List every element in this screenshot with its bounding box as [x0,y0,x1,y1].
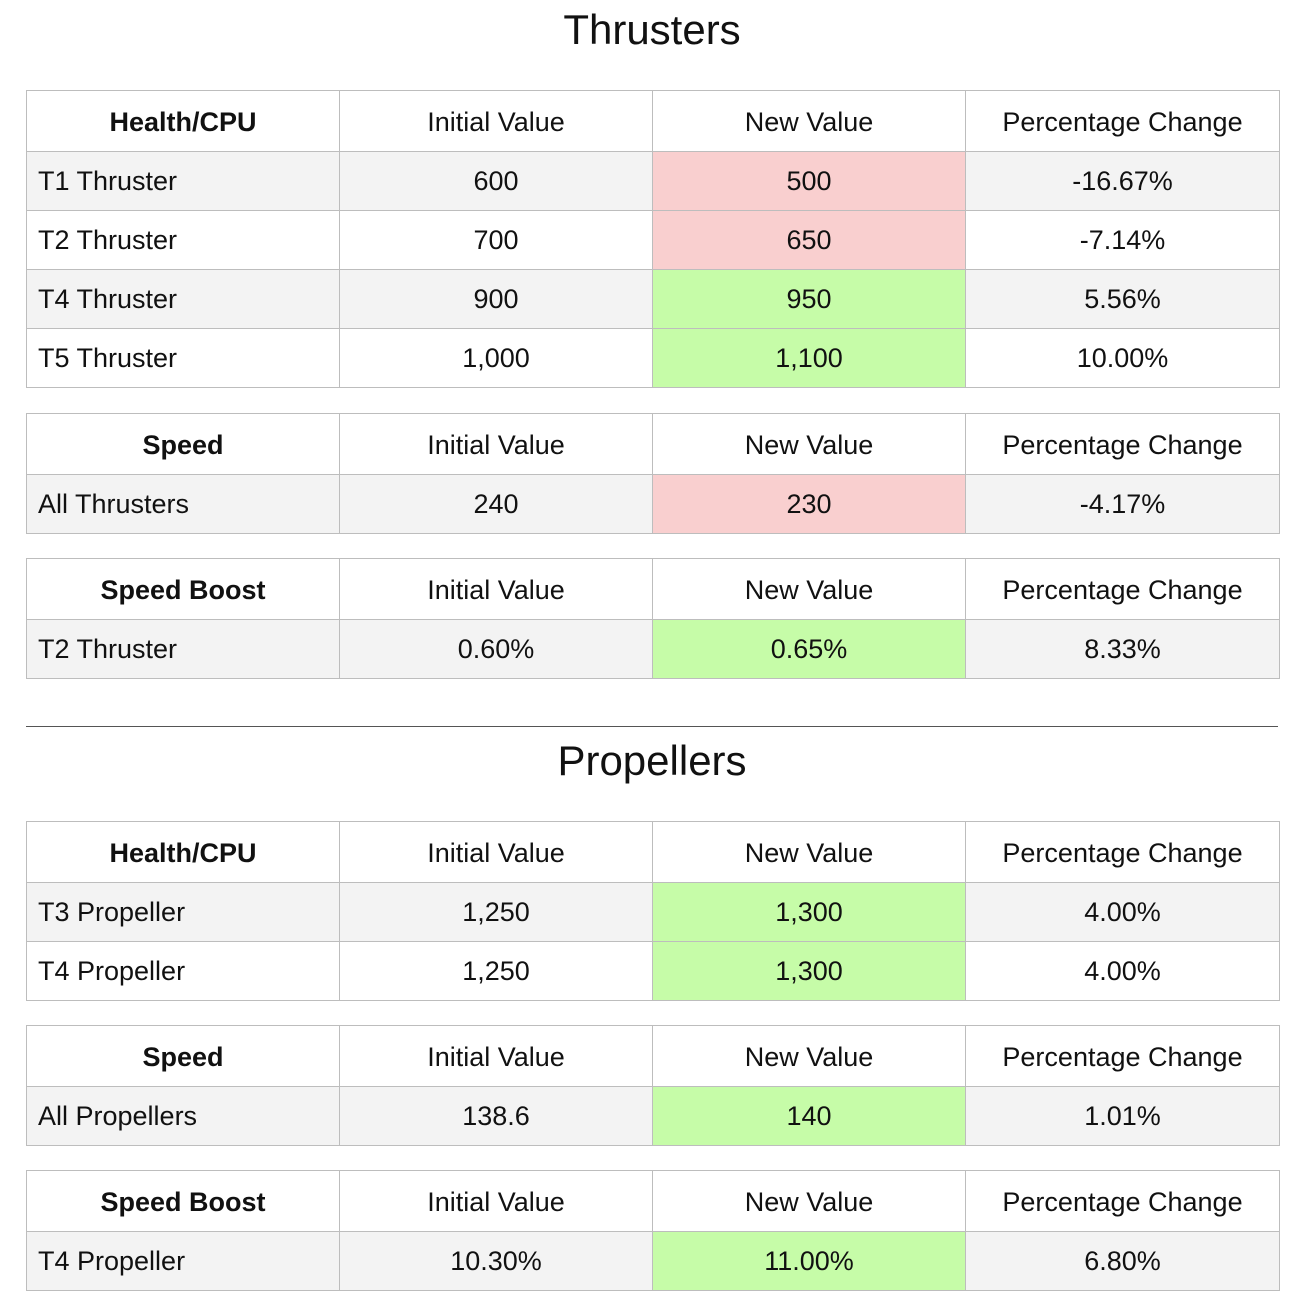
table-header-row: Speed Initial Value New Value Percentage… [26,1025,1280,1087]
column-header-change: Percentage Change [965,1025,1280,1087]
section-title-propellers: Propellers [557,737,747,784]
initial-value-cell: 600 [339,151,653,211]
column-header-initial: Initial Value [339,413,653,475]
column-header-initial: Initial Value [339,90,653,152]
thrusters-speed-table: Speed Initial Value New Value Percentage… [26,413,1280,534]
row-label: T1 Thruster [26,151,340,211]
table-row: T2 Thruster 0.60% 0.65% 8.33% [26,619,1280,679]
new-value-cell: 1,100 [652,328,966,388]
percentage-change-cell: 4.00% [965,941,1280,1001]
column-header-new: New Value [652,90,966,152]
table-row: T4 Propeller 10.30% 11.00% 6.80% [26,1231,1280,1291]
percentage-change-cell: 8.33% [965,619,1280,679]
table-row: T2 Thruster 700 650 -7.14% [26,210,1280,270]
table-row: All Propellers 138.6 140 1.01% [26,1086,1280,1146]
column-header-new: New Value [652,413,966,475]
new-value-cell: 140 [652,1086,966,1146]
row-label: T5 Thruster [26,328,340,388]
initial-value-cell: 240 [339,474,653,534]
row-label: T4 Thruster [26,269,340,329]
new-value-cell: 11.00% [652,1231,966,1291]
section-divider [26,726,1278,727]
table-header-row: Health/CPU Initial Value New Value Perce… [26,821,1280,883]
table-header-row: Speed Initial Value New Value Percentage… [26,413,1280,475]
column-header-new: New Value [652,821,966,883]
initial-value-cell: 900 [339,269,653,329]
group-header: Speed Boost [26,1170,340,1232]
column-header-change: Percentage Change [965,90,1280,152]
initial-value-cell: 1,000 [339,328,653,388]
row-label: All Propellers [26,1086,340,1146]
table-header-row: Health/CPU Initial Value New Value Perce… [26,90,1280,152]
row-label: T4 Propeller [26,1231,340,1291]
table-row: T3 Propeller 1,250 1,300 4.00% [26,882,1280,942]
initial-value-cell: 138.6 [339,1086,653,1146]
column-header-initial: Initial Value [339,1025,653,1087]
new-value-cell: 230 [652,474,966,534]
group-header: Speed [26,1025,340,1087]
percentage-change-cell: 5.56% [965,269,1280,329]
percentage-change-cell: -4.17% [965,474,1280,534]
table-row: T5 Thruster 1,000 1,100 10.00% [26,328,1280,388]
group-header: Speed Boost [26,558,340,620]
column-header-initial: Initial Value [339,558,653,620]
column-header-initial: Initial Value [339,1170,653,1232]
group-header: Health/CPU [26,821,340,883]
new-value-cell: 650 [652,210,966,270]
group-header: Speed [26,413,340,475]
new-value-cell: 950 [652,269,966,329]
new-value-cell: 1,300 [652,882,966,942]
table-row: T4 Thruster 900 950 5.56% [26,269,1280,329]
percentage-change-cell: -16.67% [965,151,1280,211]
row-label: T4 Propeller [26,941,340,1001]
new-value-cell: 500 [652,151,966,211]
section-title-thrusters: Thrusters [563,6,741,53]
propellers-speed-boost-table: Speed Boost Initial Value New Value Perc… [26,1170,1280,1291]
column-header-new: New Value [652,558,966,620]
row-label: T3 Propeller [26,882,340,942]
thrusters-health-cpu-table: Health/CPU Initial Value New Value Perce… [26,90,1280,388]
initial-value-cell: 0.60% [339,619,653,679]
group-header: Health/CPU [26,90,340,152]
column-header-change: Percentage Change [965,1170,1280,1232]
table-header-row: Speed Boost Initial Value New Value Perc… [26,1170,1280,1232]
initial-value-cell: 1,250 [339,882,653,942]
table-row: T4 Propeller 1,250 1,300 4.00% [26,941,1280,1001]
initial-value-cell: 700 [339,210,653,270]
table-row: All Thrusters 240 230 -4.17% [26,474,1280,534]
row-label: All Thrusters [26,474,340,534]
table-header-row: Speed Boost Initial Value New Value Perc… [26,558,1280,620]
row-label: T2 Thruster [26,619,340,679]
table-row: T1 Thruster 600 500 -16.67% [26,151,1280,211]
row-label: T2 Thruster [26,210,340,270]
new-value-cell: 1,300 [652,941,966,1001]
column-header-new: New Value [652,1170,966,1232]
percentage-change-cell: 4.00% [965,882,1280,942]
initial-value-cell: 1,250 [339,941,653,1001]
column-header-change: Percentage Change [965,821,1280,883]
column-header-change: Percentage Change [965,413,1280,475]
thrusters-speed-boost-table: Speed Boost Initial Value New Value Perc… [26,558,1280,679]
percentage-change-cell: 1.01% [965,1086,1280,1146]
column-header-change: Percentage Change [965,558,1280,620]
percentage-change-cell: -7.14% [965,210,1280,270]
new-value-cell: 0.65% [652,619,966,679]
percentage-change-cell: 10.00% [965,328,1280,388]
column-header-initial: Initial Value [339,821,653,883]
propellers-health-cpu-table: Health/CPU Initial Value New Value Perce… [26,821,1280,1001]
propellers-speed-table: Speed Initial Value New Value Percentage… [26,1025,1280,1146]
initial-value-cell: 10.30% [339,1231,653,1291]
column-header-new: New Value [652,1025,966,1087]
percentage-change-cell: 6.80% [965,1231,1280,1291]
